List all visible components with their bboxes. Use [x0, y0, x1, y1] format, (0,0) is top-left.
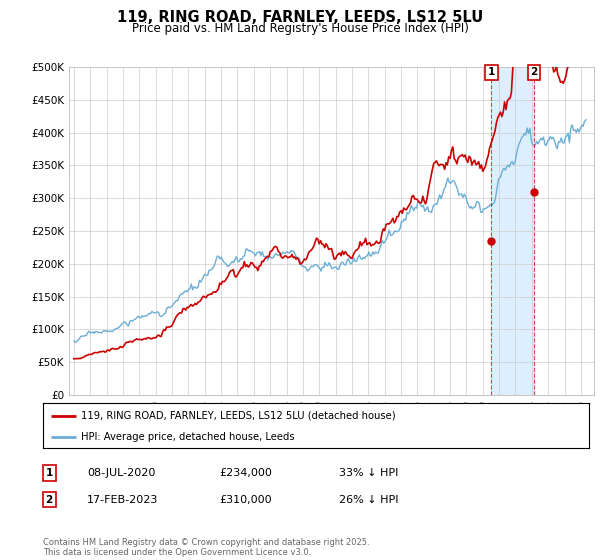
Text: 26% ↓ HPI: 26% ↓ HPI [339, 494, 398, 505]
Text: £234,000: £234,000 [219, 468, 272, 478]
Bar [491, 67, 534, 395]
Text: 2: 2 [46, 494, 53, 505]
Text: 33% ↓ HPI: 33% ↓ HPI [339, 468, 398, 478]
Text: 08-JUL-2020: 08-JUL-2020 [87, 468, 155, 478]
Text: 119, RING ROAD, FARNLEY, LEEDS, LS12 5LU (detached house): 119, RING ROAD, FARNLEY, LEEDS, LS12 5LU… [82, 410, 396, 421]
Text: 1: 1 [46, 468, 53, 478]
Text: 119, RING ROAD, FARNLEY, LEEDS, LS12 5LU: 119, RING ROAD, FARNLEY, LEEDS, LS12 5LU [117, 10, 483, 25]
Text: HPI: Average price, detached house, Leeds: HPI: Average price, detached house, Leed… [82, 432, 295, 442]
Text: Contains HM Land Registry data © Crown copyright and database right 2025.
This d: Contains HM Land Registry data © Crown c… [43, 538, 370, 557]
Text: Price paid vs. HM Land Registry's House Price Index (HPI): Price paid vs. HM Land Registry's House … [131, 22, 469, 35]
Text: 1: 1 [488, 67, 495, 77]
Text: £310,000: £310,000 [219, 494, 272, 505]
Text: 17-FEB-2023: 17-FEB-2023 [87, 494, 158, 505]
Text: 2: 2 [530, 67, 538, 77]
